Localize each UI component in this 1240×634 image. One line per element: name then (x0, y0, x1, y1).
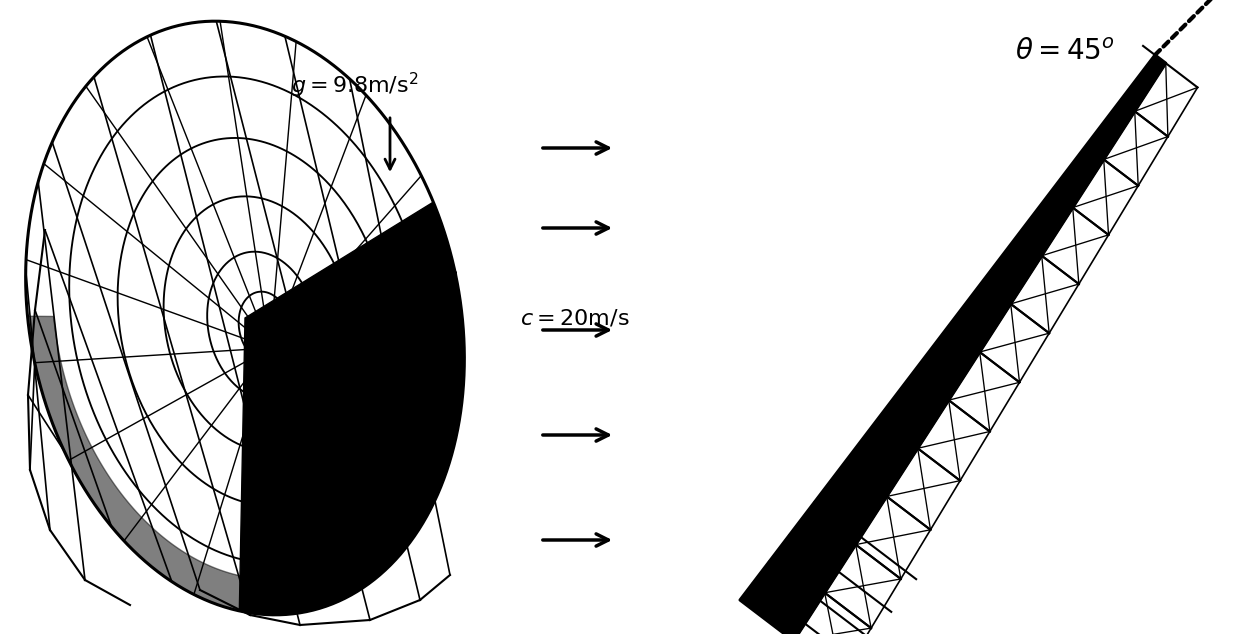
Polygon shape (740, 55, 1166, 634)
Polygon shape (27, 316, 274, 615)
Text: $\theta=45^o$: $\theta=45^o$ (1016, 39, 1115, 65)
Polygon shape (239, 202, 464, 615)
Text: $g=9.8\mathrm{m/s}^2$: $g=9.8\mathrm{m/s}^2$ (291, 71, 419, 100)
Text: $c=20\mathrm{m/s}$: $c=20\mathrm{m/s}$ (521, 307, 630, 329)
